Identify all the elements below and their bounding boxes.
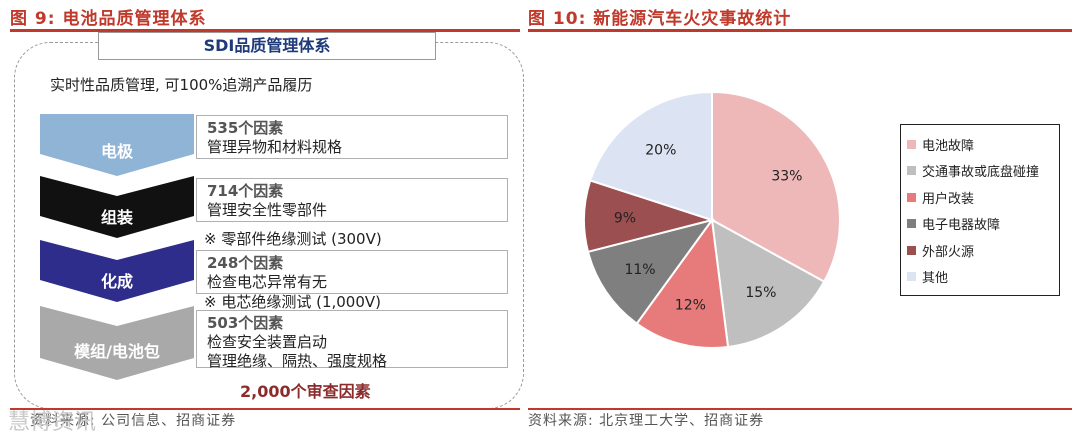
- pie-slice-5: [589, 90, 713, 222]
- source-left: 资料来源: 公司信息、招商证券: [30, 413, 237, 429]
- stage-label: 组装: [100, 208, 133, 227]
- factor-desc: 管理安全性零部件: [207, 201, 328, 219]
- factor-desc: 检查电芯异常有无: [207, 273, 328, 291]
- factor-count: 714个因素: [207, 182, 284, 200]
- legend-item: 其他: [907, 264, 1053, 291]
- factor-count: 535个因素: [207, 119, 284, 137]
- source-right: 资料来源: 北京理工大学、招商证券: [528, 413, 765, 429]
- pie-slice-2: [635, 217, 730, 349]
- factor-desc: 管理绝缘、隔热、强度规格: [207, 352, 388, 370]
- panel-subtitle: 实时性品质管理, 可100%追溯产品履历: [50, 76, 313, 94]
- legend-swatch: [907, 245, 916, 255]
- stage-label: 电极: [100, 142, 133, 161]
- pie-slice-3: [586, 218, 715, 325]
- legend-label: 其他: [922, 271, 949, 287]
- legend-swatch: [907, 139, 916, 149]
- pie-chart: 33% 15% 12% 11% 9% 20%: [583, 90, 841, 349]
- source-rule-right: [528, 408, 1072, 410]
- pie-slice-1: [710, 218, 826, 349]
- stage-chevron-assembly: 组装: [40, 176, 194, 238]
- factor-count: 248个因素: [207, 254, 284, 272]
- sdi-panel-title: SDI品质管理体系: [98, 32, 436, 60]
- legend-label: 外部火源: [922, 244, 975, 260]
- legend-swatch: [907, 192, 916, 202]
- legend-item: 电池故障: [907, 131, 1053, 158]
- chevron-shape: [40, 240, 194, 302]
- stage-box-assembly: 714个因素 管理安全性零部件: [196, 178, 508, 222]
- legend-item: 交通事故或底盘碰撞: [907, 158, 1053, 185]
- title-rule-right: [528, 29, 1072, 32]
- source-rule-left: [10, 408, 520, 410]
- stage-box-module-pack: 503个因素 检查安全装置启动 管理绝缘、隔热、强度规格: [196, 310, 508, 370]
- pie-label-3: 11%: [624, 262, 655, 278]
- legend-swatch: [907, 166, 916, 176]
- watermark: 慧博资讯: [8, 410, 97, 435]
- legend-label: 用户改装: [922, 191, 975, 207]
- legend-item: 用户改装: [907, 184, 1053, 211]
- legend-swatch: [907, 272, 916, 282]
- factor-desc: 管理异物和材料规格: [207, 138, 343, 156]
- figure-10-title: 图 10: 新能源汽车火灾事故统计: [528, 9, 792, 29]
- total-factors: 2,000个审查因素: [240, 382, 371, 401]
- pie-label-4: 9%: [614, 210, 636, 226]
- stage-chevron-electrode: 电极: [40, 114, 194, 176]
- stage-label: 模组/电池包: [74, 342, 160, 361]
- stage-chevron-formation: 化成: [40, 240, 194, 302]
- assembly-note: ※ 零部件绝缘测试 (300V): [204, 230, 382, 248]
- legend-label: 电池故障: [922, 138, 975, 154]
- legend-item: 外部火源: [907, 237, 1053, 264]
- factor-desc: 检查安全装置启动: [207, 333, 328, 351]
- pie-label-0: 33%: [771, 169, 802, 185]
- pie-label-5: 20%: [645, 143, 676, 159]
- legend-swatch: [907, 219, 916, 229]
- stage-chevron-module-pack: 模组/电池包: [40, 306, 194, 380]
- pie-legend: 电池故障 交通事故或底盘碰撞 用户改装 电子电器故障 外部火源 其他: [900, 124, 1060, 296]
- legend-label: 交通事故或底盘碰撞: [922, 165, 1040, 181]
- figure-9-title: 图 9: 电池品质管理体系: [10, 9, 207, 29]
- pie-label-1: 15%: [745, 285, 776, 301]
- stage-box-formation: 248个因素 检查电芯异常有无: [196, 250, 508, 294]
- pie-label-2: 12%: [675, 297, 706, 313]
- legend-label: 电子电器故障: [922, 218, 1001, 234]
- factor-count: 503个因素: [207, 314, 284, 332]
- chevron-shape: [40, 306, 194, 380]
- formation-note: ※ 电芯绝缘测试 (1,000V): [204, 293, 382, 311]
- chevron-shape: [40, 176, 194, 238]
- chevron-shape: [40, 114, 194, 176]
- stage-box-electrode: 535个因素 管理异物和材料规格: [196, 115, 508, 159]
- stage-label: 化成: [100, 272, 133, 291]
- legend-item: 电子电器故障: [907, 211, 1053, 238]
- title-rule-left: [10, 29, 520, 32]
- pie-slice-0: [711, 90, 841, 284]
